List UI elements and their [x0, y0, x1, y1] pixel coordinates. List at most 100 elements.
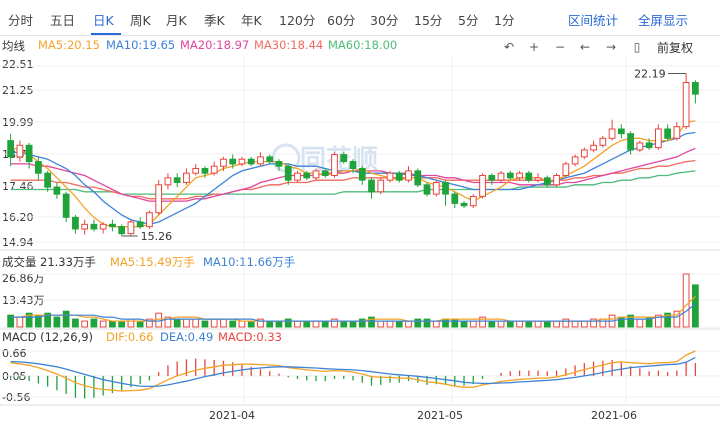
tab-1min[interactable]: 1分: [494, 13, 515, 28]
volume-bar: [460, 320, 468, 328]
volume-bar: [109, 320, 116, 328]
tab-daily-k[interactable]: 日K: [93, 13, 114, 28]
tab-15min[interactable]: 15分: [414, 13, 443, 28]
macd-dea-line: [10, 356, 696, 388]
volume-bar: [599, 318, 607, 328]
volume-ma5: MA5:15.49万手: [110, 255, 195, 269]
candle-body: [451, 193, 459, 204]
ma-title: 均线: [2, 39, 25, 53]
scroll-icon[interactable]: ▯: [633, 40, 641, 54]
tab-yearly-k[interactable]: 年K: [241, 13, 262, 28]
volume-bar: [590, 318, 597, 328]
candle-body: [201, 168, 209, 174]
candle-body: [516, 172, 523, 179]
low-price-label: 15.26: [141, 230, 173, 243]
candle-body: [44, 172, 52, 188]
volume-bar: [525, 320, 533, 328]
volume-bar: [312, 320, 320, 328]
candle-body: [673, 126, 681, 139]
tab-5min[interactable]: 5分: [458, 13, 479, 28]
volume-bar: [571, 320, 579, 328]
candle-body: [395, 172, 403, 181]
volume-bar: [497, 320, 505, 328]
candle-body: [266, 156, 274, 163]
candle-body: [25, 144, 33, 163]
fullscreen-link[interactable]: 全屏显示: [638, 13, 689, 28]
candle-body: [7, 140, 14, 158]
candle-body: [654, 128, 662, 149]
volume-bar: [562, 318, 570, 328]
tab-weekly-k[interactable]: 周K: [130, 13, 151, 28]
tab-monthly-k[interactable]: 月K: [166, 13, 187, 28]
macd-axis-label: 0.05: [2, 370, 27, 383]
plus-icon[interactable]: +: [528, 40, 540, 54]
volume-bar: [201, 320, 209, 328]
macd-dea: DEA:0.49: [160, 330, 214, 344]
volume-bar: [516, 320, 523, 328]
volume-bar: [423, 318, 431, 328]
candle-body: [590, 144, 597, 151]
tab-five-day[interactable]: 五日: [50, 13, 76, 28]
candle-body: [479, 175, 486, 197]
volume-bar: [183, 318, 190, 328]
arrow-right-icon[interactable]: →: [605, 40, 617, 54]
candle-body: [442, 181, 449, 195]
candle-body: [664, 128, 671, 139]
volume-bar: [553, 320, 560, 328]
candle-body: [645, 142, 653, 149]
volume-bar: [136, 320, 144, 328]
volume-ma10-line: [10, 303, 696, 322]
candle-body: [580, 149, 588, 158]
candle-body: [349, 161, 357, 170]
price-adjust-dropdown[interactable]: 前复权: [657, 41, 694, 55]
tab-30min[interactable]: 30分: [370, 13, 399, 28]
volume-bar: [488, 320, 496, 328]
volume-bar: [368, 316, 375, 328]
tab-120min[interactable]: 120分: [279, 13, 316, 28]
tab-quarterly-k[interactable]: 季K: [204, 13, 225, 28]
arrow-left-icon[interactable]: ←: [579, 40, 591, 54]
volume-bar: [664, 312, 671, 328]
candle-body: [35, 161, 42, 174]
candle-body: [414, 170, 422, 186]
date-axis-label: 2021-06: [591, 409, 637, 422]
candle-body: [109, 223, 116, 228]
volume-bar: [405, 320, 412, 328]
volume-bar: [16, 316, 24, 328]
volume-bar: [146, 318, 153, 328]
volume-bar: [377, 320, 385, 328]
volume-bar: [673, 310, 681, 328]
candle-body: [183, 172, 190, 183]
volume-bar: [506, 320, 514, 328]
volume-bar: [81, 320, 89, 328]
candle-body: [118, 226, 126, 235]
volume-bar: [247, 320, 255, 328]
volume-bar: [7, 314, 14, 328]
interval-stats-link[interactable]: 区间统计: [568, 13, 619, 28]
minus-icon[interactable]: −: [554, 40, 566, 54]
candle-body: [571, 156, 579, 165]
macd-axis-label: 0.66: [2, 347, 27, 360]
tab-intraday[interactable]: 分时: [8, 13, 34, 28]
candle-body: [90, 223, 98, 230]
volume-bar: [99, 320, 107, 328]
volume-bar: [479, 316, 486, 328]
candle-body: [358, 168, 366, 181]
volume-bar: [432, 320, 440, 328]
price-axis-label: 22.51: [2, 58, 34, 71]
candle-body: [682, 82, 690, 128]
candle-body: [210, 165, 218, 174]
volume-bar: [266, 320, 274, 328]
volume-bar: [173, 318, 181, 328]
candle-body: [692, 82, 699, 95]
candle-body: [72, 216, 79, 230]
volume-bar: [229, 320, 237, 328]
candle-body: [257, 156, 264, 165]
candle-body: [488, 175, 496, 181]
undo-icon[interactable]: ↶: [503, 40, 515, 54]
tab-60min[interactable]: 60分: [327, 13, 356, 28]
candle-body: [155, 184, 163, 214]
candle-body: [460, 202, 468, 207]
candle-body: [312, 170, 320, 179]
